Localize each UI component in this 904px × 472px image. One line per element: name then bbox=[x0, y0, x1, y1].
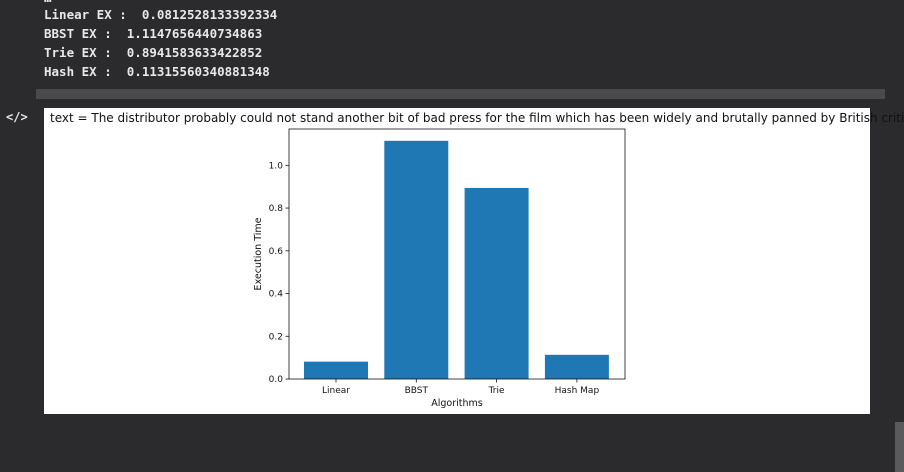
y-tick-label: 0.6 bbox=[269, 247, 284, 257]
y-tick-label: 0.2 bbox=[269, 332, 283, 342]
horizontal-scrollbar[interactable] bbox=[36, 89, 885, 99]
x-tick-label: BBST bbox=[405, 386, 429, 396]
vertical-scrollbar-thumb[interactable] bbox=[895, 422, 904, 472]
cell-output: text = The distributor probably could no… bbox=[44, 108, 904, 414]
x-tick-label: Linear bbox=[322, 386, 350, 396]
stdout-line-bbst: BBST EX : 1.1147656440734863 bbox=[44, 26, 263, 41]
y-tick-label: 0.4 bbox=[269, 290, 284, 300]
stdout-partial-line: … bbox=[44, 0, 52, 7]
output-text: text = The distributor probably could no… bbox=[50, 111, 904, 125]
stdout-line-linear: Linear EX : 0.0812528133392334 bbox=[44, 7, 278, 22]
bar-bbst bbox=[384, 140, 449, 379]
y-tick-label: 0.8 bbox=[269, 204, 284, 214]
y-tick-label: 1.0 bbox=[269, 161, 284, 171]
y-axis-label: Execution Time bbox=[253, 217, 264, 290]
bar-chart: Linear BBST Trie Hash Map 0.0 0.2 0.4 0.6 0.8 1.0… bbox=[253, 128, 626, 409]
bar-linear bbox=[304, 361, 368, 379]
bar-trie bbox=[464, 187, 529, 379]
x-tick-label: Trie bbox=[488, 386, 505, 396]
stdout-output: … Linear EX : 0.0812528133392334 BBST EX… bbox=[44, 0, 884, 86]
y-tick-label: 0.0 bbox=[269, 375, 284, 385]
x-axis-label: Algorithms bbox=[431, 398, 483, 409]
stdout-line-trie: Trie EX : 0.8941583633422852 bbox=[44, 45, 263, 60]
bar-hash-map bbox=[544, 354, 609, 379]
x-tick-label: Hash Map bbox=[555, 386, 600, 396]
stdout-line-hash: Hash EX : 0.11315560340881348 bbox=[44, 64, 270, 79]
code-icon[interactable]: </> bbox=[6, 110, 28, 124]
plot-frame bbox=[288, 128, 626, 380]
